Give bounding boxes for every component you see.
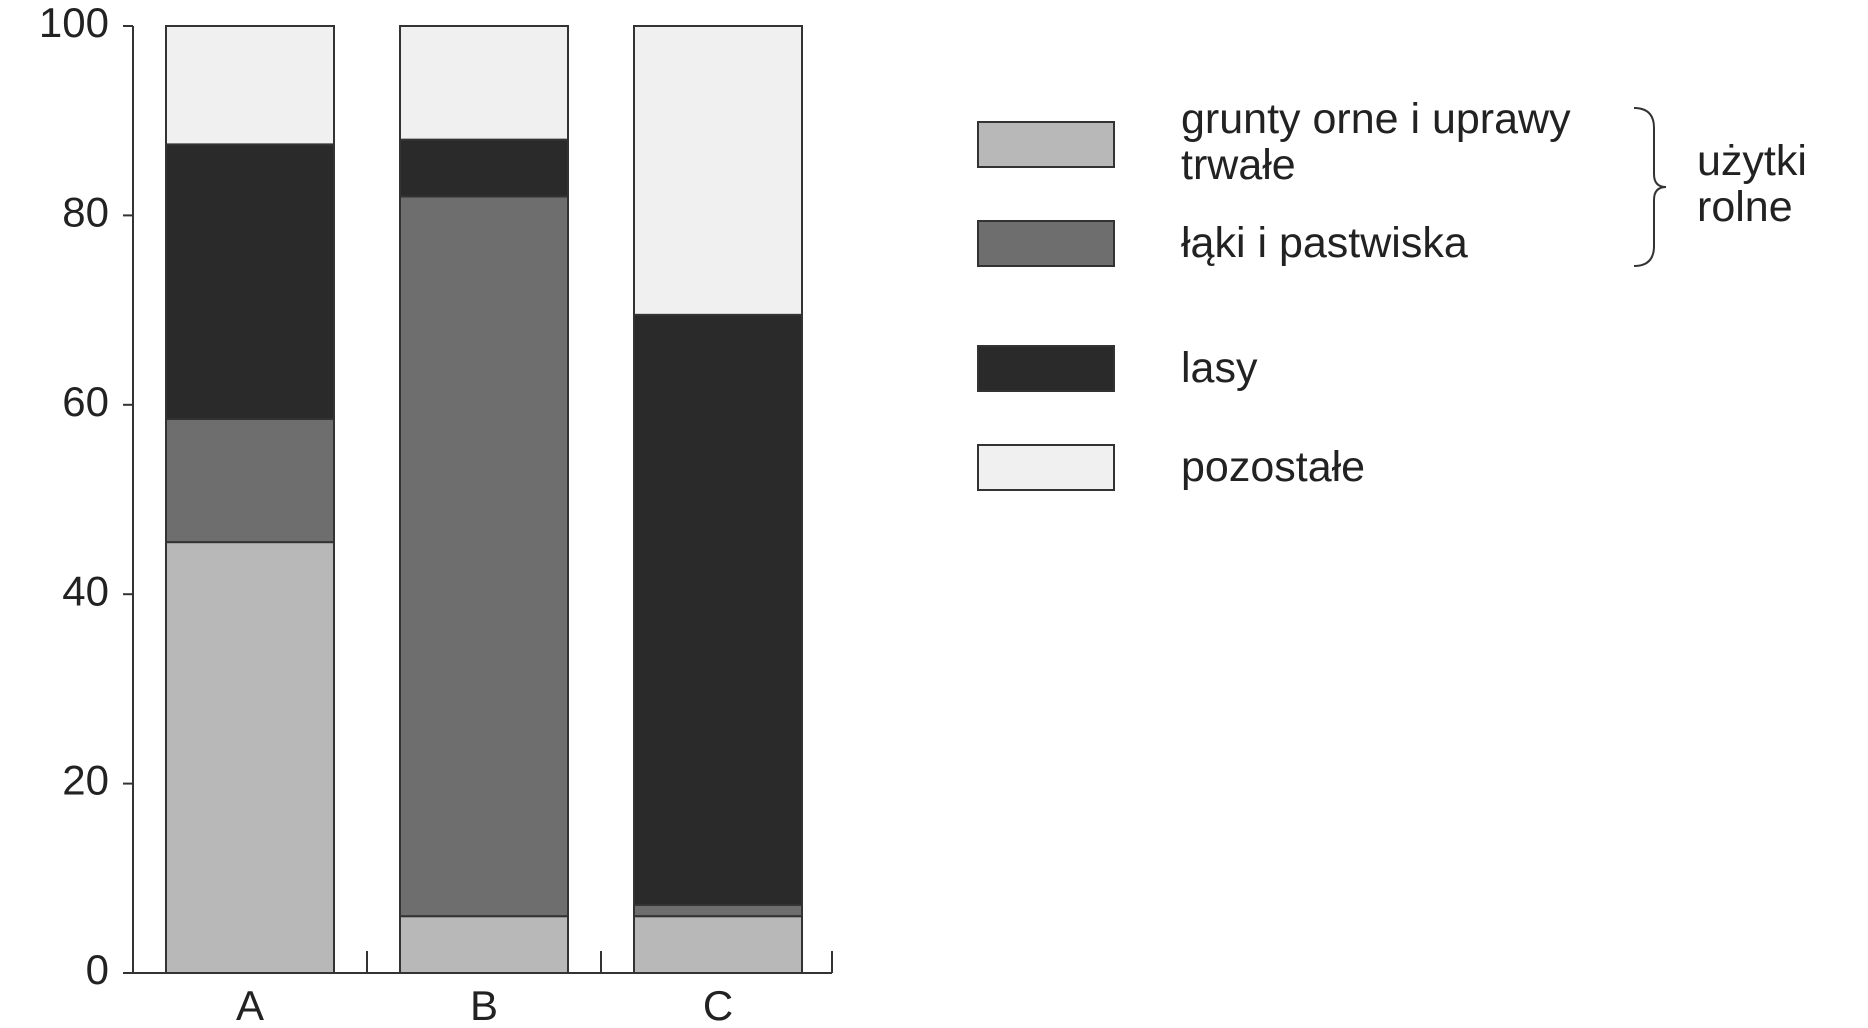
- x-tick-label: C: [703, 982, 733, 1028]
- y-tick-label: 100: [39, 0, 109, 46]
- legend-swatch: [977, 121, 1115, 168]
- y-tick-label: 80: [62, 188, 109, 235]
- bar-segment: [399, 915, 569, 974]
- legend-swatch: [977, 220, 1115, 267]
- x-tick-label: A: [236, 982, 264, 1028]
- bar-segment: [633, 313, 803, 906]
- y-tick-label: 20: [62, 757, 109, 804]
- x-tick-label: B: [470, 982, 498, 1028]
- y-tick-label: 40: [62, 567, 109, 614]
- y-tick-label: 0: [86, 946, 109, 993]
- legend-swatch: [977, 345, 1115, 392]
- bar-segment: [165, 143, 335, 421]
- legend-label: łąki i pastwiska: [1181, 219, 1468, 267]
- bar-segment: [399, 195, 569, 918]
- legend-label: lasy: [1181, 344, 1258, 392]
- y-tick-label: 60: [62, 378, 109, 425]
- bracket-label: użytki rolne: [1697, 137, 1807, 231]
- legend-label: grunty orne i uprawy trwałe: [1181, 95, 1571, 189]
- bar-segment: [633, 915, 803, 974]
- bar-segment: [165, 418, 335, 544]
- bar-segment: [165, 25, 335, 146]
- bar-segment: [399, 25, 569, 141]
- bar-segment: [633, 25, 803, 316]
- legend-label: pozostałe: [1181, 443, 1366, 491]
- bar-segment: [399, 138, 569, 198]
- bar-segment: [165, 541, 335, 974]
- bar-segment: [633, 903, 803, 918]
- legend-swatch: [977, 444, 1115, 491]
- bracket: [1633, 107, 1667, 267]
